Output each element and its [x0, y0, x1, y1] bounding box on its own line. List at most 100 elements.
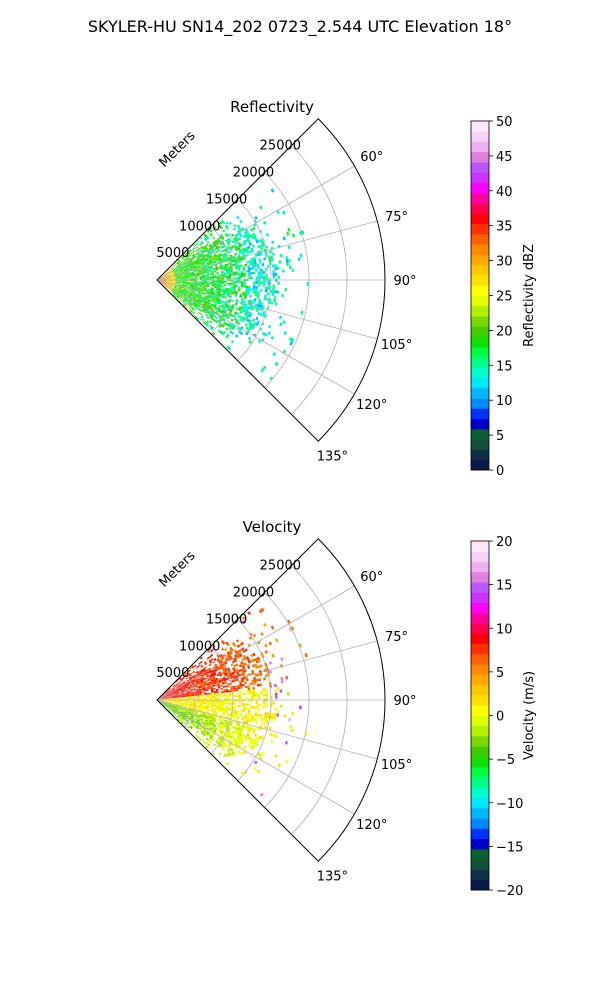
radar-cell	[220, 731, 224, 735]
radar-cell	[203, 689, 207, 692]
radar-cell	[255, 742, 259, 747]
radar-cell	[180, 290, 183, 292]
radar-cell	[201, 318, 205, 322]
radar-cell	[168, 701, 171, 702]
radar-cell	[247, 267, 251, 271]
radar-cell	[200, 680, 204, 683]
radar-cell	[213, 719, 216, 722]
radar-cell	[204, 284, 207, 286]
radar-cell	[209, 316, 213, 320]
radar-cell	[191, 273, 195, 275]
radar-cell	[216, 739, 220, 742]
radar-cell	[162, 702, 166, 704]
radar-cell	[273, 296, 277, 300]
radar-cell	[177, 278, 181, 279]
radar-cell	[286, 619, 291, 624]
radar-cell	[198, 708, 202, 711]
radar-cell	[199, 300, 202, 303]
radar-cell	[254, 711, 258, 714]
radar-cell	[184, 293, 187, 296]
radar-cell	[189, 277, 193, 278]
radar-cell	[257, 312, 261, 316]
radar-cell	[184, 298, 187, 300]
radar-cell	[177, 298, 180, 301]
radar-cell	[244, 239, 248, 243]
radar-cell	[165, 702, 168, 704]
radar-cell	[177, 276, 181, 278]
radar-cell	[239, 731, 243, 734]
radar-cell	[205, 310, 208, 313]
radar-cell	[286, 262, 289, 266]
colorbar-segment	[471, 551, 489, 562]
radar-cell	[257, 659, 261, 663]
radar-cell	[226, 277, 229, 280]
radar-cell	[215, 688, 219, 691]
radar-cell	[167, 697, 171, 698]
radar-cell	[194, 263, 197, 266]
radar-cell	[195, 249, 198, 253]
radar-cell	[189, 302, 193, 305]
radar-cell	[238, 643, 242, 647]
radar-cell	[243, 283, 246, 286]
radar-cell	[191, 707, 194, 709]
radar-cell	[208, 723, 212, 727]
radar-cell	[200, 315, 204, 319]
radar-cell	[181, 712, 185, 715]
radar-cell	[258, 281, 261, 284]
radar-cell	[197, 291, 201, 294]
radar-cell	[206, 285, 210, 288]
radar-cell	[224, 315, 228, 319]
radar-cell	[184, 284, 188, 286]
radar-cell	[204, 683, 207, 685]
radar-cell	[175, 269, 178, 271]
radar-cell	[228, 742, 232, 746]
radar-cell	[172, 278, 176, 280]
radar-cell	[254, 663, 258, 667]
radar-cell	[211, 283, 215, 285]
radar-cell	[165, 695, 168, 697]
radar-cell	[236, 715, 240, 718]
radar-cell	[216, 697, 220, 700]
radar-cell	[174, 693, 177, 695]
radar-cell	[170, 698, 173, 700]
radar-cell	[180, 280, 183, 281]
radar-cell	[239, 295, 242, 298]
radar-cell	[206, 271, 209, 274]
radar-cell	[276, 290, 280, 294]
radar-cell	[218, 706, 222, 709]
radar-cell	[170, 697, 173, 698]
radar-cell	[220, 741, 224, 745]
radar-cell	[173, 691, 177, 693]
radar-cell	[191, 724, 195, 727]
radar-cell	[197, 299, 200, 302]
radar-cell	[220, 311, 224, 315]
radar-cell	[244, 714, 248, 717]
radar-cell	[187, 278, 190, 279]
radar-cell	[221, 705, 224, 708]
radar-cell	[180, 702, 183, 703]
radar-cell	[256, 769, 261, 774]
radar-cell	[193, 295, 197, 298]
radar-cell	[223, 671, 227, 674]
radar-cell	[285, 676, 289, 680]
radar-cell	[194, 299, 198, 302]
radar-cell	[213, 242, 217, 246]
radar-cell	[201, 286, 205, 288]
colorbar-segment	[471, 879, 489, 891]
radar-cell	[182, 705, 185, 707]
radar-cell	[214, 721, 218, 724]
radar-cell	[198, 255, 201, 258]
radar-cell	[172, 701, 176, 703]
radar-cell	[221, 253, 225, 256]
radar-cell	[165, 691, 168, 694]
radar-cell	[200, 265, 203, 268]
radar-cell	[180, 276, 183, 278]
radar-cell	[247, 710, 251, 713]
radar-cell	[203, 271, 207, 273]
radar-cell	[238, 705, 241, 708]
radar-cell	[254, 293, 258, 297]
radar-cell	[252, 267, 256, 270]
radar-cell	[201, 689, 204, 691]
angle-gridline	[156, 279, 355, 395]
radar-cell	[264, 332, 268, 337]
